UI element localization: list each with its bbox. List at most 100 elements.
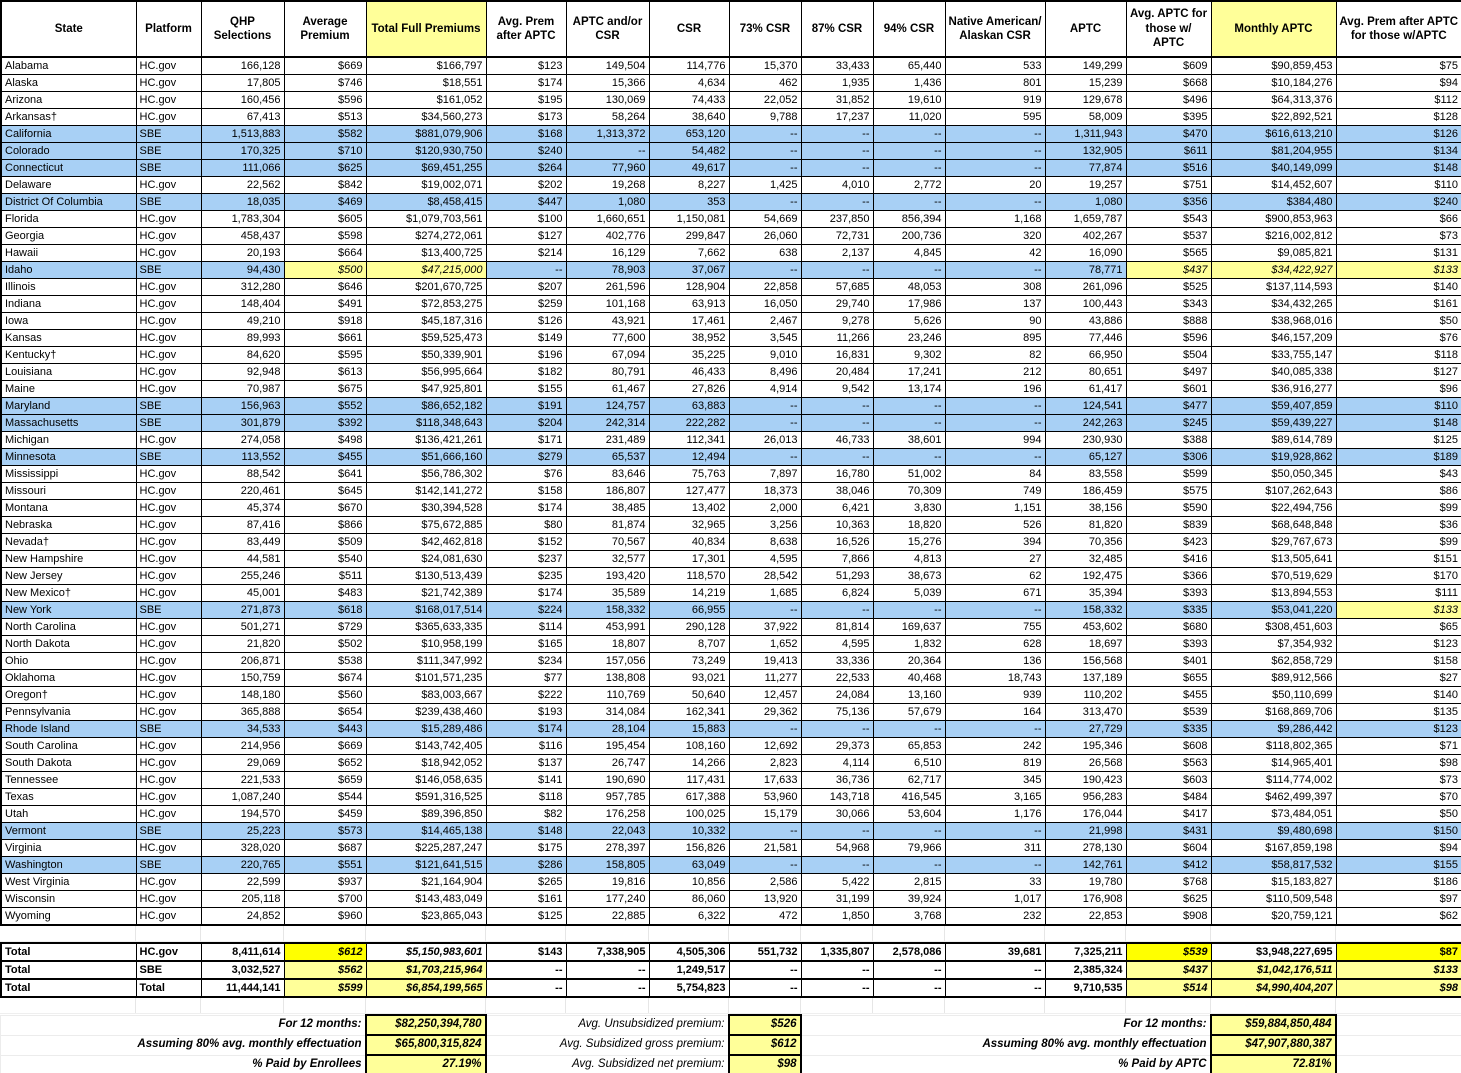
cell-state[interactable]: Arkansas† bbox=[0, 108, 137, 126]
cell-avg_aptc_for_those_w_aptc[interactable]: $514 bbox=[1125, 978, 1212, 998]
cell-native_american_alaskan_csr[interactable]: 27 bbox=[944, 550, 1046, 568]
cell-csr_73[interactable]: -- bbox=[728, 978, 802, 998]
blank-cell[interactable] bbox=[0, 926, 136, 942]
cell-qhp_selections[interactable]: 206,871 bbox=[200, 652, 285, 670]
column-header-csr_73[interactable]: 73% CSR bbox=[728, 0, 802, 58]
cell-aptc_and_or_csr[interactable]: 22,885 bbox=[565, 907, 650, 926]
cell-avg_prem_after_aptc_for_those_w_aptc[interactable]: $135 bbox=[1335, 703, 1461, 721]
blank-cell[interactable] bbox=[944, 998, 1045, 1014]
cell-native_american_alaskan_csr[interactable]: 308 bbox=[944, 278, 1046, 296]
cell-aptc[interactable]: 242,263 bbox=[1044, 414, 1127, 432]
blank-cell[interactable] bbox=[728, 926, 801, 942]
cell-total_full_premiums[interactable]: $30,394,528 bbox=[365, 499, 487, 517]
cell-state[interactable]: Maine bbox=[0, 380, 137, 398]
cell-csr_87[interactable]: -- bbox=[800, 125, 874, 143]
column-header-average_premium[interactable]: Average Premium bbox=[283, 0, 367, 58]
blank-cell[interactable] bbox=[1335, 1054, 1461, 1073]
cell-platform[interactable]: SBE bbox=[135, 601, 202, 619]
cell-total_full_premiums[interactable]: $101,571,235 bbox=[365, 669, 487, 687]
cell-csr_73[interactable]: 8,638 bbox=[728, 533, 802, 551]
cell-average_premium[interactable]: $618 bbox=[283, 601, 367, 619]
cell-qhp_selections[interactable]: 67,413 bbox=[200, 108, 285, 126]
cell-csr_94[interactable]: -- bbox=[872, 261, 946, 279]
cell-csr_94[interactable]: -- bbox=[872, 414, 946, 432]
cell-avg_aptc_for_those_w_aptc[interactable]: $470 bbox=[1125, 125, 1212, 143]
cell-native_american_alaskan_csr[interactable]: -- bbox=[944, 978, 1046, 998]
cell-csr_87[interactable]: 16,526 bbox=[800, 533, 874, 551]
cell-csr_87[interactable]: 6,824 bbox=[800, 584, 874, 602]
cell-aptc[interactable]: 27,729 bbox=[1044, 720, 1127, 738]
cell-aptc[interactable]: 142,761 bbox=[1044, 856, 1127, 874]
cell-csr[interactable]: 1,249,517 bbox=[648, 960, 730, 980]
cell-average_premium[interactable]: $511 bbox=[283, 567, 367, 585]
cell-qhp_selections[interactable]: 44,581 bbox=[200, 550, 285, 568]
cell-qhp_selections[interactable]: 45,001 bbox=[200, 584, 285, 602]
cell-average_premium[interactable]: $509 bbox=[283, 533, 367, 551]
summary-label-left[interactable]: For 12 months: bbox=[0, 1014, 366, 1036]
cell-qhp_selections[interactable]: 156,963 bbox=[200, 397, 285, 415]
cell-csr_87[interactable]: 5,422 bbox=[800, 873, 874, 891]
cell-total_full_premiums[interactable]: $34,560,273 bbox=[365, 108, 487, 126]
cell-avg_prem_after_aptc_for_those_w_aptc[interactable]: $99 bbox=[1335, 499, 1461, 517]
cell-avg_prem_after_aptc_for_those_w_aptc[interactable]: $97 bbox=[1335, 890, 1461, 908]
cell-avg_prem_after_aptc_for_those_w_aptc[interactable]: $87 bbox=[1335, 942, 1461, 962]
cell-csr_94[interactable]: -- bbox=[872, 125, 946, 143]
cell-qhp_selections[interactable]: 49,210 bbox=[200, 312, 285, 330]
blank-cell[interactable] bbox=[800, 998, 873, 1014]
cell-avg_aptc_for_those_w_aptc[interactable]: $423 bbox=[1125, 533, 1212, 551]
cell-csr_94[interactable]: 20,364 bbox=[872, 652, 946, 670]
cell-avg_aptc_for_those_w_aptc[interactable]: $417 bbox=[1125, 805, 1212, 823]
cell-csr_73[interactable]: 54,669 bbox=[728, 210, 802, 228]
cell-aptc[interactable]: 192,475 bbox=[1044, 567, 1127, 585]
cell-aptc[interactable]: 2,385,324 bbox=[1044, 960, 1127, 980]
cell-platform[interactable]: HC.gov bbox=[135, 56, 202, 75]
cell-total_full_premiums[interactable]: $130,513,439 bbox=[365, 567, 487, 585]
cell-avg_prem_after_aptc[interactable]: $143 bbox=[485, 942, 567, 962]
cell-avg_prem_after_aptc[interactable]: $118 bbox=[485, 788, 567, 806]
cell-average_premium[interactable]: $746 bbox=[283, 74, 367, 92]
cell-aptc[interactable]: 35,394 bbox=[1044, 584, 1127, 602]
cell-platform[interactable]: HC.gov bbox=[135, 363, 202, 381]
cell-avg_aptc_for_those_w_aptc[interactable]: $437 bbox=[1125, 960, 1212, 980]
cell-csr_73[interactable]: 18,373 bbox=[728, 482, 802, 500]
cell-monthly_aptc[interactable]: $137,114,593 bbox=[1210, 278, 1337, 296]
cell-total_full_premiums[interactable]: $201,670,725 bbox=[365, 278, 487, 296]
cell-aptc[interactable]: 149,299 bbox=[1044, 56, 1127, 75]
cell-csr[interactable]: 93,021 bbox=[648, 669, 730, 687]
cell-monthly_aptc[interactable]: $50,110,699 bbox=[1210, 686, 1337, 704]
cell-platform[interactable]: SBE bbox=[135, 448, 202, 466]
cell-avg_aptc_for_those_w_aptc[interactable]: $335 bbox=[1125, 601, 1212, 619]
cell-qhp_selections[interactable]: 113,552 bbox=[200, 448, 285, 466]
cell-avg_aptc_for_those_w_aptc[interactable]: $516 bbox=[1125, 159, 1212, 177]
cell-platform[interactable]: HC.gov bbox=[135, 295, 202, 313]
cell-avg_prem_after_aptc_for_those_w_aptc[interactable]: $94 bbox=[1335, 74, 1461, 92]
cell-aptc_and_or_csr[interactable]: 83,646 bbox=[565, 465, 650, 483]
cell-native_american_alaskan_csr[interactable]: -- bbox=[944, 601, 1046, 619]
cell-native_american_alaskan_csr[interactable]: 33 bbox=[944, 873, 1046, 891]
cell-state[interactable]: Total bbox=[0, 960, 137, 980]
cell-state[interactable]: Colorado bbox=[0, 142, 137, 160]
cell-qhp_selections[interactable]: 221,533 bbox=[200, 771, 285, 789]
cell-avg_aptc_for_those_w_aptc[interactable]: $888 bbox=[1125, 312, 1212, 330]
cell-state[interactable]: Iowa bbox=[0, 312, 137, 330]
cell-average_premium[interactable]: $700 bbox=[283, 890, 367, 908]
cell-platform[interactable]: HC.gov bbox=[135, 788, 202, 806]
cell-aptc_and_or_csr[interactable]: 402,776 bbox=[565, 227, 650, 245]
cell-native_american_alaskan_csr[interactable]: 595 bbox=[944, 108, 1046, 126]
cell-csr_94[interactable]: 13,160 bbox=[872, 686, 946, 704]
cell-average_premium[interactable]: $669 bbox=[283, 737, 367, 755]
cell-avg_prem_after_aptc_for_those_w_aptc[interactable]: $66 bbox=[1335, 210, 1461, 228]
cell-avg_prem_after_aptc[interactable]: $207 bbox=[485, 278, 567, 296]
cell-csr[interactable]: 617,388 bbox=[648, 788, 730, 806]
cell-aptc_and_or_csr[interactable]: 242,314 bbox=[565, 414, 650, 432]
cell-csr_94[interactable]: -- bbox=[872, 856, 946, 874]
cell-csr_87[interactable]: 57,685 bbox=[800, 278, 874, 296]
cell-csr_73[interactable]: 11,277 bbox=[728, 669, 802, 687]
cell-qhp_selections[interactable]: 1,087,240 bbox=[200, 788, 285, 806]
cell-total_full_premiums[interactable]: $23,865,043 bbox=[365, 907, 487, 926]
cell-csr_87[interactable]: 33,433 bbox=[800, 56, 874, 75]
cell-csr_73[interactable]: 1,425 bbox=[728, 176, 802, 194]
cell-average_premium[interactable]: $598 bbox=[283, 227, 367, 245]
cell-csr_73[interactable]: 2,586 bbox=[728, 873, 802, 891]
cell-average_premium[interactable]: $599 bbox=[283, 978, 367, 998]
